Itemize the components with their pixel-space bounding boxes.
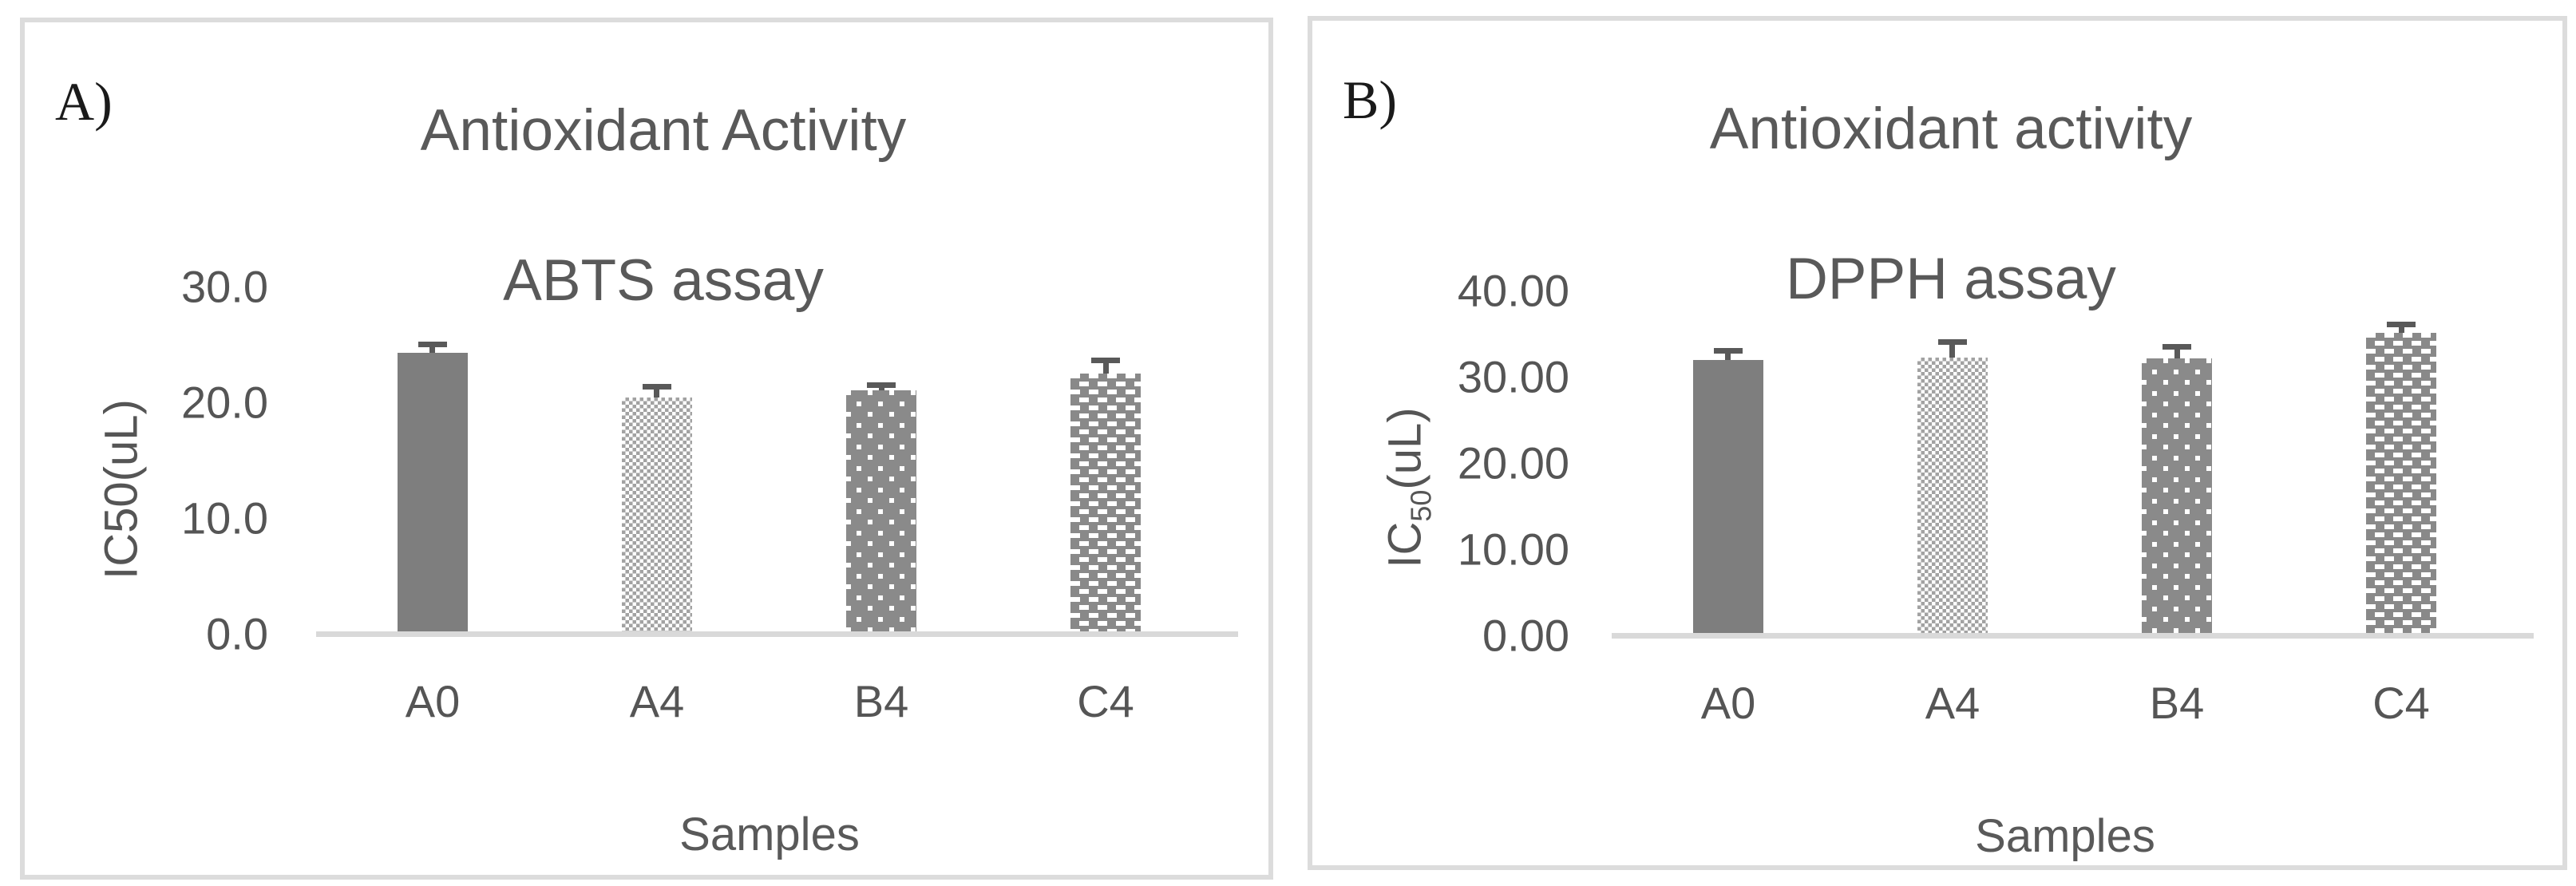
- x-axis-title: Samples: [1975, 810, 2155, 862]
- panel-a-abts-chart: A) Antioxidant Activity ABTS assay IC50(…: [20, 18, 1273, 880]
- bar-A4: [622, 398, 692, 634]
- error-bar-cap-C4: [1091, 358, 1120, 363]
- x-tick-label-A0: A0: [1700, 678, 1756, 728]
- x-tick-label-B4: B4: [2149, 678, 2205, 728]
- y-tick-label: 10.0: [181, 492, 268, 544]
- x-tick-label-C4: C4: [2372, 678, 2430, 728]
- error-bar-cap-A0: [1714, 348, 1743, 354]
- x-tick-label-C4: C4: [1077, 676, 1134, 726]
- y-tick-label: 0.0: [206, 608, 268, 659]
- bar-C4: [1070, 374, 1141, 634]
- x-axis-title: Samples: [679, 809, 860, 860]
- error-bar-stem-A4: [1949, 342, 1955, 358]
- plot-area: [320, 287, 1218, 634]
- error-bar-stem-A4: [654, 387, 659, 398]
- error-bar-stem-B4: [879, 386, 884, 390]
- bar-B4: [2142, 358, 2212, 635]
- error-bar-cap-B4: [2162, 344, 2191, 350]
- chart-title-line1: Antioxidant Activity: [420, 98, 907, 163]
- x-tick-label-A4: A4: [629, 676, 685, 726]
- error-bar-stem-B4: [2174, 347, 2180, 358]
- error-bar-stem-A0: [429, 345, 435, 353]
- y-tick-label: 0.00: [1482, 610, 1569, 661]
- x-tick-label-A4: A4: [1925, 678, 1980, 728]
- bar-B4: [846, 390, 916, 634]
- error-bar-cap-B4: [867, 382, 896, 388]
- y-axis-title-sub: 50: [1404, 489, 1438, 522]
- bar-A0: [1693, 360, 1763, 635]
- y-tick-label: 20.00: [1457, 437, 1569, 488]
- panel-b-label: B): [1343, 69, 1397, 130]
- panel-a-label: A): [55, 71, 113, 132]
- error-bar-stem-C4: [2399, 325, 2404, 333]
- error-bar-cap-A0: [418, 342, 447, 347]
- chart-title-line2: DPPH assay: [1786, 247, 2116, 311]
- error-bar-cap-A4: [643, 384, 671, 390]
- y-tick-label: 40.00: [1457, 265, 1569, 316]
- error-bar-stem-A0: [1725, 351, 1731, 360]
- chart-title-abts: Antioxidant Activity ABTS assay: [208, 56, 1118, 356]
- error-bar-cap-A4: [1938, 339, 1967, 345]
- error-bar-stem-C4: [1103, 361, 1109, 374]
- chart-title-dpph: Antioxidant activity DPPH assay: [1496, 54, 2406, 354]
- y-tick-label: 30.0: [181, 261, 268, 312]
- chart-title-line2: ABTS assay: [503, 248, 824, 313]
- x-tick-label-B4: B4: [853, 676, 909, 726]
- y-tick-label: 30.00: [1457, 351, 1569, 402]
- bar-C4: [2366, 333, 2436, 635]
- bar-A0: [398, 353, 468, 634]
- y-tick-label: 10.00: [1457, 524, 1569, 575]
- y-tick-label: 20.0: [181, 377, 268, 428]
- bar-A4: [1917, 358, 1988, 635]
- chart-title-line1: Antioxidant activity: [1709, 97, 2193, 161]
- x-axis-line: [316, 631, 1238, 637]
- panel-b-dpph-chart: B) Antioxidant activity DPPH assay IC50(…: [1308, 16, 2567, 870]
- plot-area: [1616, 291, 2514, 635]
- x-tick-label-A0: A0: [405, 676, 461, 726]
- error-bar-cap-C4: [2387, 322, 2416, 327]
- x-axis-line: [1612, 633, 2534, 639]
